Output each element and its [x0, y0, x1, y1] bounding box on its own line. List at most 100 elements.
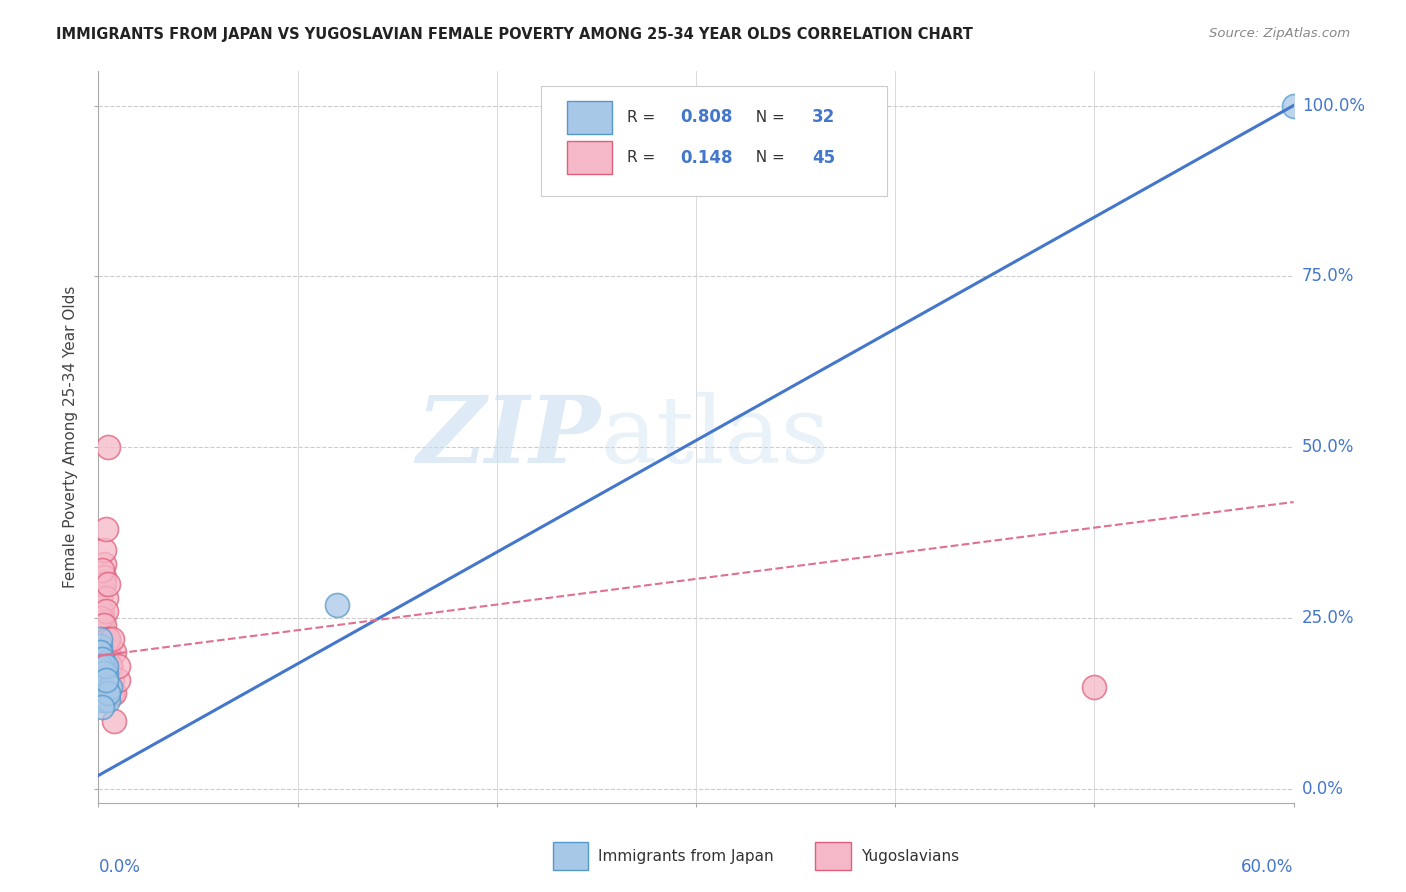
Point — [97, 686, 120, 700]
Point — [93, 632, 115, 646]
Point — [96, 673, 118, 687]
Point — [91, 686, 114, 700]
Text: 0.0%: 0.0% — [98, 858, 141, 876]
Point — [97, 645, 120, 659]
Point — [96, 522, 118, 536]
Point — [91, 700, 114, 714]
Point — [91, 618, 114, 632]
Point — [93, 665, 115, 680]
Point — [107, 659, 129, 673]
Point — [91, 659, 114, 673]
Text: atlas: atlas — [600, 392, 830, 482]
Point — [91, 693, 114, 707]
Point — [89, 611, 111, 625]
Point — [103, 686, 125, 700]
Point — [91, 652, 114, 666]
Point — [89, 591, 111, 605]
Point — [91, 577, 114, 591]
Point — [101, 632, 124, 646]
Point — [97, 440, 120, 454]
Point — [97, 686, 120, 700]
Point — [91, 673, 114, 687]
Point — [89, 639, 111, 653]
Point — [96, 659, 118, 673]
Text: Source: ZipAtlas.com: Source: ZipAtlas.com — [1209, 27, 1350, 40]
Point — [96, 680, 118, 694]
Text: 32: 32 — [811, 109, 835, 127]
Text: 25.0%: 25.0% — [1302, 609, 1354, 627]
Text: R =: R = — [627, 150, 659, 165]
Point — [98, 659, 122, 673]
Point — [103, 645, 125, 659]
Point — [89, 645, 111, 659]
FancyBboxPatch shape — [815, 842, 852, 870]
Point — [97, 632, 120, 646]
Text: 45: 45 — [811, 149, 835, 167]
Text: N =: N = — [747, 110, 790, 125]
Text: Immigrants from Japan: Immigrants from Japan — [598, 848, 773, 863]
Point — [89, 659, 111, 673]
Point — [91, 632, 114, 646]
FancyBboxPatch shape — [567, 141, 613, 174]
Point — [89, 665, 111, 680]
Point — [96, 659, 118, 673]
Text: 0.0%: 0.0% — [1302, 780, 1344, 798]
Point — [93, 659, 115, 673]
Point — [91, 652, 114, 666]
Point — [93, 686, 115, 700]
Point — [97, 693, 120, 707]
Point — [1282, 98, 1305, 112]
Point — [326, 598, 349, 612]
Point — [107, 673, 129, 687]
Point — [91, 673, 114, 687]
Text: 100.0%: 100.0% — [1302, 96, 1365, 114]
Point — [93, 570, 115, 584]
Point — [89, 645, 111, 659]
Point — [93, 645, 115, 659]
Point — [98, 659, 122, 673]
Y-axis label: Female Poverty Among 25-34 Year Olds: Female Poverty Among 25-34 Year Olds — [63, 286, 79, 588]
Point — [101, 686, 124, 700]
Point — [93, 693, 115, 707]
Text: 75.0%: 75.0% — [1302, 268, 1354, 285]
Text: R =: R = — [627, 110, 659, 125]
Point — [96, 591, 118, 605]
Point — [98, 680, 122, 694]
Text: ZIP: ZIP — [416, 392, 600, 482]
Point — [89, 645, 111, 659]
Point — [96, 604, 118, 618]
Point — [91, 680, 114, 694]
Point — [93, 557, 115, 571]
FancyBboxPatch shape — [567, 101, 613, 134]
Point — [98, 659, 122, 673]
Point — [93, 577, 115, 591]
Text: 0.808: 0.808 — [681, 109, 733, 127]
FancyBboxPatch shape — [553, 842, 589, 870]
Point — [89, 624, 111, 639]
Point — [89, 632, 111, 646]
Point — [93, 680, 115, 694]
Text: 50.0%: 50.0% — [1302, 438, 1354, 457]
Point — [103, 714, 125, 728]
Point — [96, 645, 118, 659]
Point — [93, 673, 115, 687]
Text: IMMIGRANTS FROM JAPAN VS YUGOSLAVIAN FEMALE POVERTY AMONG 25-34 YEAR OLDS CORREL: IMMIGRANTS FROM JAPAN VS YUGOSLAVIAN FEM… — [56, 27, 973, 42]
Point — [93, 542, 115, 557]
Point — [101, 673, 124, 687]
Point — [93, 673, 115, 687]
Point — [93, 618, 115, 632]
Point — [97, 632, 120, 646]
FancyBboxPatch shape — [541, 86, 887, 195]
Point — [89, 618, 111, 632]
Point — [91, 645, 114, 659]
Point — [89, 632, 111, 646]
Point — [97, 577, 120, 591]
Text: 60.0%: 60.0% — [1241, 858, 1294, 876]
Point — [91, 611, 114, 625]
Point — [89, 659, 111, 673]
Point — [1083, 680, 1105, 694]
Text: 0.148: 0.148 — [681, 149, 733, 167]
Text: Yugoslavians: Yugoslavians — [860, 848, 959, 863]
Point — [91, 604, 114, 618]
Point — [91, 563, 114, 577]
